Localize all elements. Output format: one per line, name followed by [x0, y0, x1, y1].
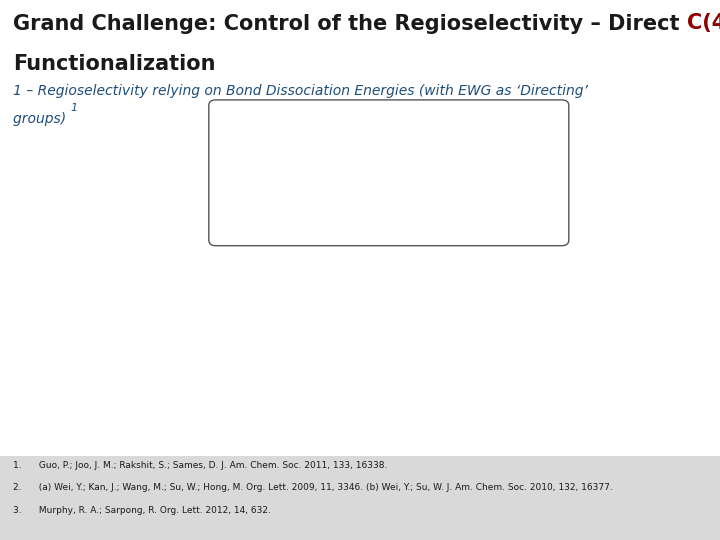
- Text: C(4)-H: C(4)-H: [687, 14, 720, 33]
- Bar: [0, 0, 720, 456]
- Text: 1.      Guo, P.; Joo, J. M.; Rakshit, S.; Sames, D. J. Am. Chem. Soc. 2011, 133,: 1. Guo, P.; Joo, J. M.; Rakshit, S.; Sam…: [13, 461, 387, 470]
- Text: 3.      Murphy, R. A.; Sarpong, R. Org. Lett. 2012, 14, 632.: 3. Murphy, R. A.; Sarpong, R. Org. Lett.…: [13, 506, 271, 515]
- Text: Grand Challenge: Control of the Regioselectivity – Direct: Grand Challenge: Control of the Regiosel…: [13, 14, 687, 33]
- Text: groups): groups): [13, 112, 71, 126]
- Bar: [0, 456, 720, 540]
- Text: 1: 1: [71, 103, 78, 113]
- Text: 2.      (a) Wei, Y.; Kan, J.; Wang, M.; Su, W.; Hong, M. Org. Lett. 2009, 11, 33: 2. (a) Wei, Y.; Kan, J.; Wang, M.; Su, W…: [13, 483, 613, 492]
- Text: Functionalization: Functionalization: [13, 54, 215, 74]
- Text: 1 – Regioselectivity relying on Bond Dissociation Energies (with EWG as ‘Directi: 1 – Regioselectivity relying on Bond Dis…: [13, 84, 588, 98]
- FancyBboxPatch shape: [209, 100, 569, 246]
